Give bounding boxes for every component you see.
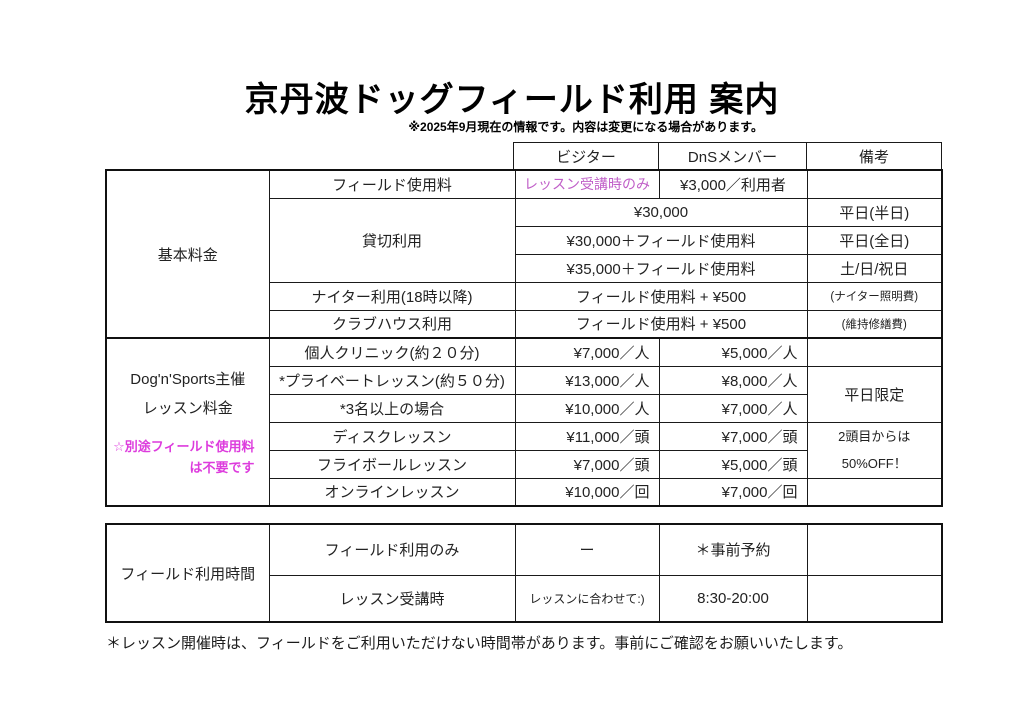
lesson-section-cell: Dog'n'Sports主催 レッスン料金 ☆別途フィールド使用料 は不要です	[105, 337, 270, 507]
clinic-label: 個人クリニック(約２０分)	[268, 337, 516, 367]
col-header-note: 備考	[806, 142, 942, 170]
online-visitor-price: ¥10,000／回	[514, 477, 660, 507]
rental-note-fullday: 平日(全日)	[806, 225, 943, 255]
disc-lesson-member-price: ¥7,000／頭	[658, 421, 808, 451]
page-subtitle: ※2025年9月現在の情報です。内容は変更になる場合があります。	[408, 120, 763, 134]
lesson-time-note-cell	[806, 574, 943, 623]
rental-label: 貸切利用	[268, 197, 516, 283]
field-only-label: フィールド利用のみ	[268, 523, 516, 576]
page-title: 京丹波ドッグフィールド利用 案内	[244, 81, 780, 119]
lesson-time-label: レッスン受講時	[268, 574, 516, 623]
footnote: ＊レッスン開催時は、フィールドをご利用いただけない時間帯があります。事前にご確認…	[106, 635, 853, 652]
rental-price-weekend: ¥35,000＋フィールド使用料	[514, 253, 808, 283]
col-header-member: DnSメンバー	[658, 142, 807, 170]
lesson-extra-note-line2: は不要です	[189, 459, 255, 475]
lesson-section-title: Dog'n'Sports主催 レッスン料金	[107, 366, 268, 423]
private-lesson-member-price: ¥8,000／人	[658, 365, 808, 395]
table-row: ¥35,000＋フィールド使用料 土/日/祝日	[106, 253, 943, 283]
table-row: フライボールレッスン ¥7,000／頭 ¥5,000／頭	[106, 449, 942, 479]
lesson-time-member-value: 8:30-20:00	[658, 574, 808, 623]
field-only-member-value: ＊事前予約	[658, 523, 808, 576]
group3-visitor-price: ¥10,000／人	[514, 393, 660, 423]
online-member-price: ¥7,000／回	[658, 477, 808, 507]
table-row: フィールド利用時間 フィールド利用のみ ー ＊事前予約	[105, 523, 943, 623]
table-row: Dog'n'Sports主催 レッスン料金 ☆別途フィールド使用料 は不要です …	[105, 337, 943, 507]
online-lesson-label: オンラインレッスン	[268, 477, 516, 507]
rental-price-fullday: ¥30,000＋フィールド使用料	[514, 225, 808, 255]
col-header-visitor: ビジター	[513, 142, 659, 170]
field-fee-label: フィールド使用料	[268, 169, 516, 199]
private-lesson-visitor-price: ¥13,000／人	[514, 365, 660, 395]
column-header-row: ビジター DnSメンバー 備考	[513, 142, 942, 170]
online-note-cell	[806, 477, 943, 507]
discount-note-lines: 2頭目からは 50%OFF！	[808, 423, 941, 477]
discount-note-line2: 50%OFF！	[841, 456, 907, 471]
private-lesson-label: *プライベートレッスン(約５０分)	[268, 365, 516, 395]
column-header-table: ビジター DnSメンバー 備考	[513, 142, 942, 170]
table-row: ¥30,000＋フィールド使用料 平日(全日)	[106, 225, 943, 255]
table-row: ナイター利用(18時以降) フィールド使用料 + ¥500 (ナイター照明費)	[106, 281, 943, 311]
table-row: *3名以上の場合 ¥10,000／人 ¥7,000／人	[106, 393, 942, 423]
table-row: クラブハウス利用 フィールド使用料 + ¥500 (維持修繕費)	[106, 309, 943, 339]
group3-member-price: ¥7,000／人	[658, 393, 808, 423]
flyball-visitor-price: ¥7,000／頭	[514, 449, 660, 479]
table-row: レッスン受講時 レッスンに合わせて:) 8:30-20:00	[106, 574, 943, 623]
table-row: 貸切利用 ¥30,000 平日(半日)	[106, 197, 943, 283]
discount-note: 2頭目からは 50%OFF！	[806, 421, 943, 479]
disc-lesson-visitor-price: ¥11,000／頭	[514, 421, 660, 451]
field-fee-note-cell	[806, 169, 943, 199]
basic-section-label: 基本料金	[105, 169, 270, 339]
clinic-visitor-price: ¥7,000／人	[514, 337, 660, 367]
lesson-section-title-line1: Dog'n'Sports主催	[130, 371, 246, 389]
clinic-note-cell	[806, 337, 943, 367]
discount-note-line1: 2頭目からは	[838, 428, 911, 444]
clinic-member-price: ¥5,000／人	[658, 337, 808, 367]
nighter-label: ナイター利用(18時以降)	[268, 281, 516, 311]
nighter-note: (ナイター照明費)	[806, 281, 943, 311]
pricing-table: 基本料金 フィールド使用料 レッスン受講時のみ ¥3,000／利用者 貸切利用 …	[105, 169, 943, 507]
field-fee-member-value: ¥3,000／利用者	[658, 169, 808, 199]
clubhouse-label: クラブハウス利用	[268, 309, 516, 339]
field-fee-visitor-value: レッスン受講時のみ	[514, 169, 660, 199]
clubhouse-price: フィールド使用料 + ¥500	[514, 309, 808, 339]
nighter-price: フィールド使用料 + ¥500	[514, 281, 808, 311]
hours-section-label: フィールド利用時間	[105, 523, 270, 623]
lesson-extra-note: ☆別途フィールド使用料 は不要です	[107, 437, 268, 477]
lesson-time-visitor-value: レッスンに合わせて:)	[514, 574, 660, 623]
field-only-visitor-value: ー	[514, 523, 660, 576]
lesson-extra-note-line1: ☆別途フィールド使用料	[113, 439, 255, 455]
table-row: オンラインレッスン ¥10,000／回 ¥7,000／回	[106, 477, 943, 507]
table-row: 基本料金 フィールド使用料 レッスン受講時のみ ¥3,000／利用者	[105, 169, 943, 339]
weekday-only-note: 平日限定	[806, 365, 943, 423]
flyball-lesson-label: フライボールレッスン	[268, 449, 516, 479]
flyball-member-price: ¥5,000／頭	[658, 449, 808, 479]
disc-lesson-label: ディスクレッスン	[268, 421, 516, 451]
rental-price-halfday: ¥30,000	[514, 197, 808, 227]
lesson-section-title-line2: レッスン料金	[142, 399, 233, 417]
clubhouse-note: (維持修繕費)	[806, 309, 943, 339]
table-row: ディスクレッスン ¥11,000／頭 ¥7,000／頭 2頭目からは 50%OF…	[106, 421, 943, 479]
field-only-note-cell	[806, 523, 943, 576]
rental-note-halfday: 平日(半日)	[806, 197, 943, 227]
hours-table: フィールド利用時間 フィールド利用のみ ー ＊事前予約 レッスン受講時 レッスン…	[105, 523, 943, 623]
table-row: *プライベートレッスン(約５０分) ¥13,000／人 ¥8,000／人 平日限…	[106, 365, 943, 423]
group3-label: *3名以上の場合	[268, 393, 516, 423]
rental-note-weekend: 土/日/祝日	[806, 253, 943, 283]
